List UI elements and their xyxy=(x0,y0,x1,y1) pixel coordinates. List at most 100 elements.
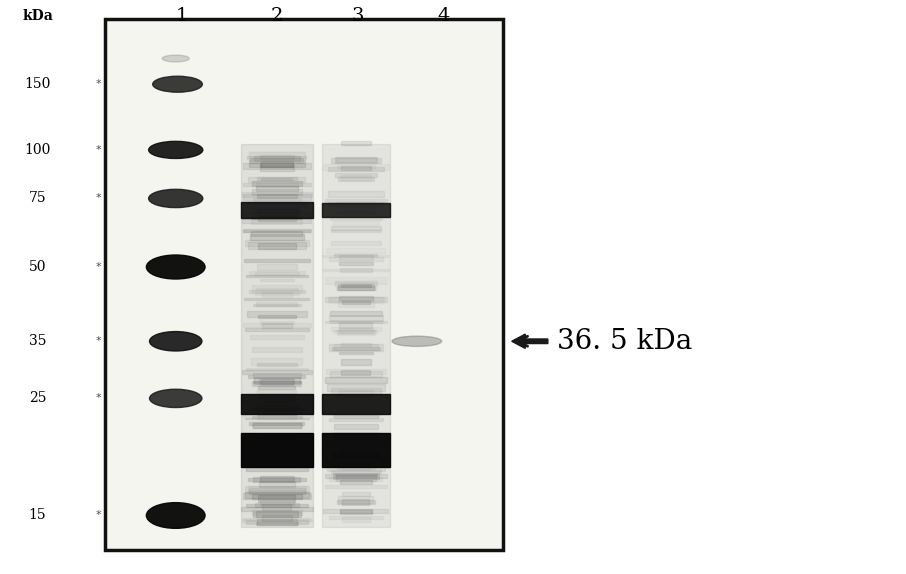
Bar xyxy=(241,507,313,511)
Bar xyxy=(262,435,292,441)
Bar xyxy=(331,230,381,232)
Bar xyxy=(249,270,305,275)
Bar xyxy=(241,202,313,218)
Text: 100: 100 xyxy=(24,143,51,157)
Bar xyxy=(257,177,296,180)
Bar xyxy=(253,198,301,201)
Bar xyxy=(256,185,298,191)
Bar xyxy=(338,283,373,286)
Bar xyxy=(248,375,305,378)
Bar xyxy=(333,473,380,479)
Bar xyxy=(324,199,387,201)
Bar xyxy=(249,488,305,494)
Bar xyxy=(248,290,305,293)
Bar xyxy=(253,373,301,378)
Bar xyxy=(246,201,307,204)
Text: 50: 50 xyxy=(29,260,46,274)
Bar xyxy=(339,447,373,450)
Text: *: * xyxy=(96,336,101,346)
Bar xyxy=(331,470,381,473)
Bar xyxy=(329,257,382,261)
Bar xyxy=(249,152,304,158)
Bar xyxy=(105,18,503,550)
Bar xyxy=(258,495,295,502)
Ellipse shape xyxy=(149,332,202,351)
Bar xyxy=(260,279,294,281)
Bar xyxy=(256,519,297,525)
Bar xyxy=(242,192,312,196)
Text: 150: 150 xyxy=(24,77,51,91)
Bar xyxy=(245,298,309,300)
Bar xyxy=(322,203,390,217)
Bar xyxy=(337,286,374,290)
Bar xyxy=(259,379,294,383)
Bar xyxy=(257,243,296,249)
Bar xyxy=(335,475,377,478)
Bar xyxy=(257,363,296,366)
Bar xyxy=(250,234,304,239)
Bar xyxy=(341,343,371,347)
Bar xyxy=(341,165,371,170)
Bar xyxy=(332,453,380,456)
Bar xyxy=(325,277,387,281)
Ellipse shape xyxy=(147,503,205,528)
Bar xyxy=(339,296,372,300)
Bar xyxy=(245,240,309,246)
Bar xyxy=(259,465,294,467)
Bar xyxy=(338,177,374,181)
Bar xyxy=(334,329,378,333)
Bar xyxy=(247,406,307,410)
Bar xyxy=(325,486,387,488)
Bar xyxy=(327,384,385,391)
Text: *: * xyxy=(96,79,101,89)
Text: *: * xyxy=(96,145,101,155)
Text: 35: 35 xyxy=(29,334,46,348)
Bar xyxy=(324,297,387,302)
Bar xyxy=(253,512,301,517)
Bar xyxy=(322,394,390,414)
Bar xyxy=(243,230,311,232)
Bar xyxy=(262,323,292,328)
Text: kDa: kDa xyxy=(22,9,53,22)
Bar xyxy=(244,518,311,522)
Bar xyxy=(330,476,382,481)
Bar xyxy=(324,282,387,285)
Bar xyxy=(330,451,381,457)
Ellipse shape xyxy=(162,55,189,62)
Bar xyxy=(254,377,300,383)
Bar xyxy=(247,242,306,249)
Bar xyxy=(336,475,376,481)
Bar xyxy=(250,158,304,163)
Bar xyxy=(342,492,370,496)
Bar xyxy=(326,369,386,374)
Bar xyxy=(341,285,371,286)
Bar xyxy=(342,175,371,180)
Ellipse shape xyxy=(392,336,442,346)
Bar xyxy=(255,405,299,408)
Bar xyxy=(260,476,294,482)
Bar xyxy=(325,474,387,478)
Bar xyxy=(339,390,372,396)
Bar xyxy=(250,408,304,410)
Bar xyxy=(246,368,307,370)
Text: 2: 2 xyxy=(271,7,283,25)
Bar xyxy=(245,205,309,208)
Bar xyxy=(243,194,311,200)
Bar xyxy=(331,388,381,393)
Text: 4: 4 xyxy=(438,7,450,25)
Bar xyxy=(246,274,308,277)
Bar xyxy=(335,211,376,214)
Bar xyxy=(340,322,372,328)
Bar xyxy=(328,191,384,197)
Bar xyxy=(257,412,296,414)
Bar xyxy=(328,166,384,171)
Bar xyxy=(334,254,378,256)
Bar xyxy=(256,264,297,270)
Bar xyxy=(326,440,386,447)
Bar xyxy=(256,183,297,187)
Bar xyxy=(245,486,309,492)
Bar xyxy=(340,268,372,272)
Bar xyxy=(335,281,377,286)
Bar xyxy=(257,195,296,199)
Bar xyxy=(254,477,301,482)
